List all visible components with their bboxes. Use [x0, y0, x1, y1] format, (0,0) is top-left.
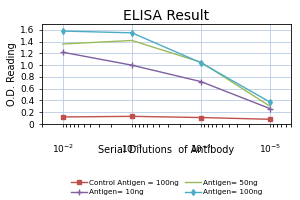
Text: $10^{-3}$: $10^{-3}$ — [121, 143, 143, 155]
Line: Antigen= 10ng: Antigen= 10ng — [59, 49, 274, 112]
Legend: Control Antigen = 100ng, Antigen= 10ng, Antigen= 50ng, Antigen= 100ng: Control Antigen = 100ng, Antigen= 10ng, … — [71, 180, 262, 195]
Antigen= 100ng — [61, 30, 64, 32]
Antigen= 10ng — [61, 51, 64, 53]
Antigen= 10ng — [199, 80, 203, 83]
Antigen= 10ng — [268, 108, 272, 110]
Antigen= 50ng — [268, 105, 272, 108]
Antigen= 100ng — [130, 32, 134, 34]
Antigen= 50ng — [130, 39, 134, 42]
Control Antigen = 100ng — [61, 116, 64, 118]
X-axis label: Serial Dilutions  of Antibody: Serial Dilutions of Antibody — [98, 145, 235, 155]
Antigen= 10ng — [130, 64, 134, 66]
Line: Antigen= 100ng: Antigen= 100ng — [61, 29, 272, 104]
Y-axis label: O.D. Reading: O.D. Reading — [7, 42, 17, 106]
Control Antigen = 100ng — [268, 118, 272, 120]
Antigen= 50ng — [61, 43, 64, 45]
Antigen= 100ng — [268, 101, 272, 103]
Text: $10^{-5}$: $10^{-5}$ — [259, 143, 281, 155]
Text: $10^{-2}$: $10^{-2}$ — [52, 143, 74, 155]
Control Antigen = 100ng — [130, 115, 134, 118]
Title: ELISA Result: ELISA Result — [123, 9, 210, 23]
Control Antigen = 100ng — [199, 116, 203, 119]
Text: $10^{-4}$: $10^{-4}$ — [190, 143, 212, 155]
Antigen= 50ng — [199, 61, 203, 63]
Line: Control Antigen = 100ng: Control Antigen = 100ng — [61, 114, 272, 121]
Antigen= 100ng — [199, 62, 203, 64]
Line: Antigen= 50ng: Antigen= 50ng — [63, 40, 270, 106]
